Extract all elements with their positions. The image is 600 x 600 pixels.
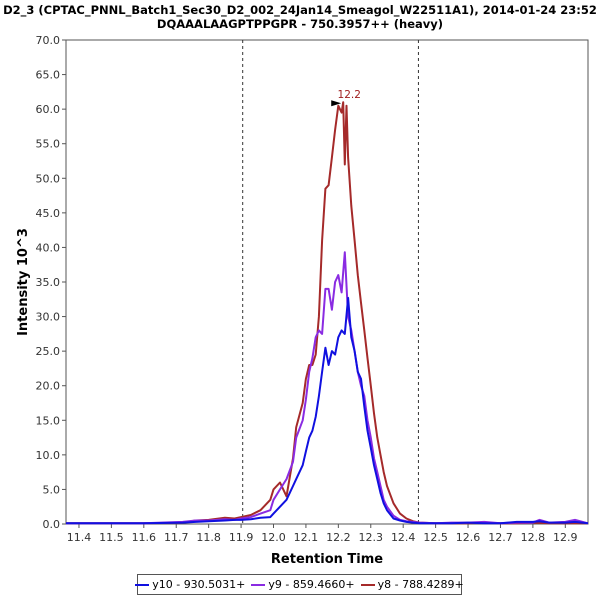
x-tick-label: 12.1 (294, 531, 319, 544)
chart-legend: y10 - 930.5031+ y9 - 859.4660+ y8 - 788.42… (135, 574, 464, 595)
y-tick-label: 60.0 (36, 103, 61, 116)
x-tick-label: 11.8 (196, 531, 221, 544)
y-tick-label: 35.0 (36, 276, 61, 289)
series-line-y10 (66, 296, 589, 525)
x-tick-label: 11.4 (67, 531, 92, 544)
peak-marker-icon (331, 100, 342, 107)
x-axis-label: Retention Time (271, 552, 383, 567)
y-tick-label: 65.0 (36, 69, 61, 82)
legend-item: y9 - 859.4660+ (251, 578, 355, 591)
x-tick-label: 12.7 (488, 531, 513, 544)
y-tick-label: 55.0 (36, 138, 61, 151)
y-tick-label: 30.0 (36, 311, 61, 324)
y-tick-label: 10.0 (36, 449, 61, 462)
x-tick-label: 12.2 (326, 531, 351, 544)
legend-label: y9 - 859.4660+ (268, 578, 355, 591)
chart-title-line-1: D2_3 (CPTAC_PNNL_Batch1_Sec30_D2_002_24J… (3, 3, 597, 17)
legend-swatch (135, 583, 150, 586)
legend-item: y8 - 788.4289+ (360, 578, 464, 591)
legend-item: y10 - 930.5031+ (135, 578, 245, 591)
y-axis-label: Intensity 10^3 (16, 228, 31, 336)
y-tick-label: 25.0 (36, 345, 61, 358)
y-tick-label: 0.0 (43, 518, 61, 531)
peak-label: 12.2 (338, 89, 361, 101)
y-tick-label: 5.0 (43, 483, 61, 496)
x-tick-label: 11.5 (99, 531, 124, 544)
x-tick-label: 12.9 (553, 531, 578, 544)
x-tick-label: 12.3 (359, 531, 384, 544)
x-tick-label: 11.7 (164, 531, 189, 544)
legend-swatch (251, 583, 266, 586)
chart-title-line-2: DQAAALAAGPTPPGPR - 750.3957++ (heavy) (156, 17, 444, 31)
y-tick-label: 20.0 (36, 380, 61, 393)
x-tick-label: 11.6 (132, 531, 157, 544)
x-tick-label: 11.9 (229, 531, 254, 544)
x-tick-label: 12.0 (261, 531, 286, 544)
legend-swatch (360, 583, 375, 586)
y-tick-label: 70.0 (36, 34, 61, 47)
x-tick-label: 12.6 (456, 531, 481, 544)
legend-label: y8 - 788.4289+ (377, 578, 464, 591)
x-tick-label: 12.4 (391, 531, 416, 544)
y-tick-label: 50.0 (36, 172, 61, 185)
y-tick-label: 45.0 (36, 207, 61, 220)
x-tick-label: 12.5 (423, 531, 448, 544)
y-tick-label: 15.0 (36, 414, 61, 427)
plot-area (65, 39, 589, 525)
y-tick-label: 40.0 (36, 241, 61, 254)
legend-label: y10 - 930.5031+ (152, 578, 246, 591)
x-tick-label: 12.8 (521, 531, 546, 544)
